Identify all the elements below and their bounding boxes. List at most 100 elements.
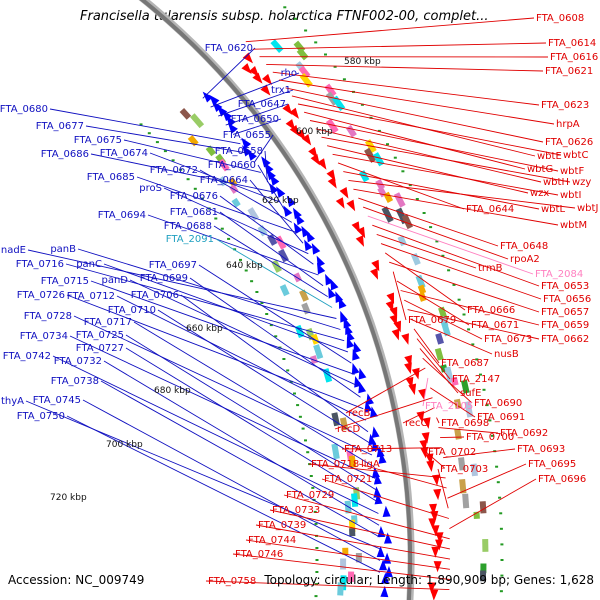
forward-gene-block <box>479 501 487 514</box>
reverse-gene-arrow <box>384 532 392 544</box>
reverse-gene-arrow <box>380 585 389 598</box>
forward-gene-block <box>364 147 377 163</box>
reverse-gene-arrow <box>286 195 296 208</box>
gene-label-right: FTA_0713 <box>344 444 392 455</box>
reverse-gene-arrow <box>212 101 223 113</box>
label-leader-right <box>266 63 544 72</box>
forward-gene-arrow <box>418 388 426 401</box>
forward-gene-arrow <box>431 546 440 558</box>
label-leader-left <box>73 315 373 456</box>
forward-gene-block <box>450 376 459 386</box>
gene-label-left: FTA_0676 <box>170 191 218 202</box>
outer-tick-dot <box>360 103 364 106</box>
reverse-gene-arrow <box>316 262 326 275</box>
outer-tick-dot <box>447 269 451 272</box>
gene-label-left: FTA_0650 <box>231 114 279 125</box>
accession-text: Accession: NC_009749 <box>8 573 145 587</box>
inner-tick-dot <box>301 427 305 430</box>
gene-label-right: recC <box>405 418 428 429</box>
gene-label-right: FTA_0653 <box>541 281 589 292</box>
forward-gene-block <box>270 39 284 54</box>
gene-label-left: FTA_0732 <box>54 356 102 367</box>
outer-tick-dot <box>499 590 503 593</box>
inner-tick-dot <box>233 248 237 251</box>
forward-gene-block <box>460 379 470 394</box>
label-leader-right <box>410 318 493 355</box>
reverse-gene-arrow <box>373 486 382 498</box>
scale-label: 640 kbp <box>226 261 263 271</box>
gene-label-right: FTA_0744 <box>248 535 296 546</box>
inner-tick-dot <box>309 475 313 477</box>
forward-gene-block <box>324 83 337 98</box>
label-leader-left <box>103 360 380 526</box>
reverse-gene-block <box>347 571 355 582</box>
label-leader-right <box>285 87 544 143</box>
gene-label-right: FTA_0746 <box>235 549 283 560</box>
reverse-gene-block <box>301 302 311 315</box>
label-leader-left <box>27 249 337 319</box>
gene-label-right: FTA_0703 <box>440 464 488 475</box>
label-leader-left <box>202 47 256 99</box>
label-leader-right <box>400 290 540 326</box>
label-leader-left <box>147 214 319 276</box>
label-leader-right <box>332 153 559 196</box>
label-leader-right <box>297 103 562 156</box>
gene-label-left: FTA_0694 <box>98 210 146 221</box>
label-leader-left <box>100 380 380 538</box>
label-leader-right <box>343 171 540 210</box>
gene-label-left: FTA_0688 <box>164 221 212 232</box>
forward-gene-arrow <box>404 362 412 375</box>
scale-label: 700 kbp <box>106 440 143 450</box>
label-leader-right <box>447 463 527 499</box>
gene-label-right: wbtF <box>560 166 584 177</box>
inner-tick-dot <box>239 258 242 261</box>
inner-tick-dot <box>139 123 143 126</box>
forward-gene-block <box>434 347 444 361</box>
gene-label-right: rpoA2 <box>510 254 540 265</box>
label-leader-left <box>136 176 298 234</box>
genome-summary-text: Topology: circular; Length: 1,890,909 bp… <box>264 573 595 587</box>
reverse-gene-arrow <box>217 105 228 117</box>
reverse-gene-arrow <box>292 207 302 220</box>
label-leader-left <box>133 321 374 467</box>
gene-label-left: FTA_0715 <box>41 276 89 287</box>
gene-label-left: nadE <box>1 245 26 256</box>
reverse-gene-arrow <box>304 239 313 252</box>
forward-gene-arrow <box>408 383 417 396</box>
gene-label-left: FTA_0680 <box>0 104 48 115</box>
inner-tick-dot <box>315 559 319 561</box>
gene-label-right: recD <box>337 424 361 435</box>
forward-gene-block <box>296 47 309 61</box>
reverse-gene-block <box>231 197 241 208</box>
label-leader-right <box>440 436 465 439</box>
label-leader-left <box>253 134 274 163</box>
label-leader-right <box>407 309 540 340</box>
gene-label-left: proS <box>139 183 162 194</box>
gene-label-right: FTA_2084 <box>535 269 583 280</box>
inner-tick-dot <box>171 159 175 162</box>
label-leaders-layer <box>25 17 576 591</box>
gene-label-right: trmB <box>478 263 503 274</box>
reverse-gene-arrow <box>269 174 280 186</box>
gene-label-left: FTA_0681 <box>170 207 218 218</box>
label-leader-right <box>376 233 477 269</box>
gene-label-left: FTA_0710 <box>108 305 156 316</box>
reverse-gene-block <box>349 528 356 537</box>
label-leader-right <box>358 197 499 247</box>
reverse-gene-block <box>275 235 287 250</box>
inner-tick-dot <box>227 237 231 240</box>
gene-label-left: panB <box>50 244 76 255</box>
gene-label-left: FTA_0677 <box>36 121 84 132</box>
forward-gene-arrow <box>327 177 337 189</box>
label-leader-right <box>321 478 450 519</box>
reverse-gene-arrow <box>371 426 380 438</box>
outer-tick-dot <box>500 574 504 577</box>
gene-label-right: FTA_0691 <box>477 412 525 423</box>
reverse-gene-block <box>205 145 217 157</box>
forward-gene-block <box>358 170 370 183</box>
label-leader-left <box>85 125 248 154</box>
label-leader-left <box>257 164 287 213</box>
reverse-gene-block <box>355 552 362 563</box>
forward-gene-arrow <box>260 84 271 96</box>
